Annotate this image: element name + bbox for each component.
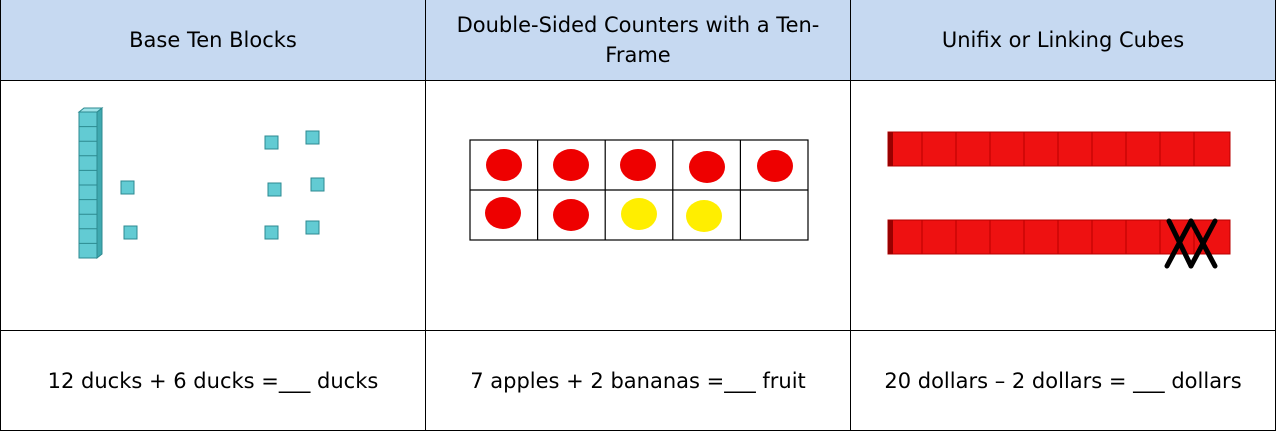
linking-cubes	[887, 131, 1231, 268]
problem-text: 7 apples + 2 bananas =___ fruit	[426, 331, 851, 431]
ten-frame	[469, 138, 809, 241]
column-header: Base Ten Blocks	[0, 0, 426, 81]
column-header: Unifix or Linking Cubes	[851, 0, 1276, 81]
image-cell	[426, 81, 851, 331]
image-cell	[851, 81, 1276, 331]
column-header: Double-Sided Counters with a Ten-Frame	[426, 0, 851, 81]
problem-text: 20 dollars – 2 dollars = ___ dollars	[851, 331, 1276, 431]
problem-text: 12 ducks + 6 ducks =___ ducks	[0, 331, 426, 431]
base-ten-blocks	[77, 106, 325, 259]
image-cell	[0, 81, 426, 331]
